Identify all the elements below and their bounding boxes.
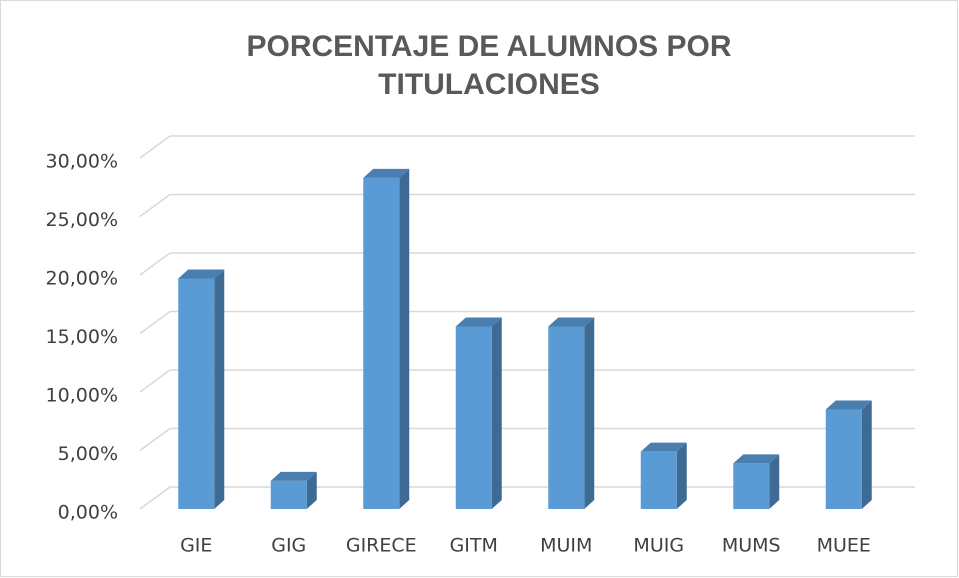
bar-top — [455, 317, 502, 327]
x-tick-label: GIG — [271, 535, 306, 557]
y-tick-label: 15,00% — [46, 326, 118, 348]
bar-front — [825, 409, 862, 509]
bar-top — [270, 471, 317, 481]
bar — [548, 317, 595, 509]
bar-top — [825, 400, 872, 410]
bar-side — [676, 442, 687, 509]
x-tick-label: GIRECE — [346, 535, 417, 557]
bar-side — [214, 269, 225, 509]
bar-front — [733, 463, 770, 509]
bar — [825, 400, 872, 509]
chart-title: PORCENTAJE DE ALUMNOS POR TITULACIONES — [246, 30, 732, 101]
x-tick-label: MUIG — [633, 535, 684, 557]
grid-line — [139, 427, 171, 452]
bar — [178, 269, 225, 509]
bar-top — [733, 454, 780, 464]
bar-side — [399, 168, 410, 509]
bar-top — [640, 442, 687, 452]
bar — [733, 454, 780, 509]
x-tick-label: GIE — [180, 535, 212, 557]
grid-line — [139, 193, 171, 218]
y-tick-label: 5,00% — [58, 443, 118, 465]
grid-line — [139, 310, 171, 335]
grid-line — [139, 252, 171, 276]
bar-side — [491, 317, 502, 509]
bar-top — [178, 269, 225, 279]
y-tick-label: 0,00% — [58, 502, 118, 524]
bar-side — [861, 400, 872, 509]
bar-front — [270, 480, 307, 509]
bar-front — [363, 177, 400, 509]
x-tick-label: MUIM — [540, 535, 592, 557]
bar-front — [548, 326, 585, 509]
bar-front — [178, 278, 215, 509]
y-tick-label: 20,00% — [46, 268, 118, 290]
y-tick-label: 10,00% — [46, 385, 118, 407]
bar-side — [584, 317, 595, 509]
x-tick-label: MUEE — [817, 535, 871, 557]
bar-top — [363, 168, 410, 178]
x-tick-label: GITM — [450, 535, 498, 557]
bar-front — [640, 451, 677, 509]
bar — [270, 471, 317, 509]
bar — [363, 168, 410, 509]
bar — [455, 317, 502, 509]
bar-side — [769, 454, 780, 509]
x-tick-label: MUMS — [722, 535, 781, 557]
bar-front — [455, 326, 492, 509]
y-tick-label: 25,00% — [46, 209, 118, 231]
bar — [640, 442, 687, 509]
grid-line — [139, 369, 171, 393]
grid-line — [139, 486, 171, 510]
grid-line — [139, 135, 171, 159]
bar-top — [548, 317, 595, 327]
bar-side — [306, 471, 317, 509]
y-tick-label: 30,00% — [46, 151, 118, 173]
